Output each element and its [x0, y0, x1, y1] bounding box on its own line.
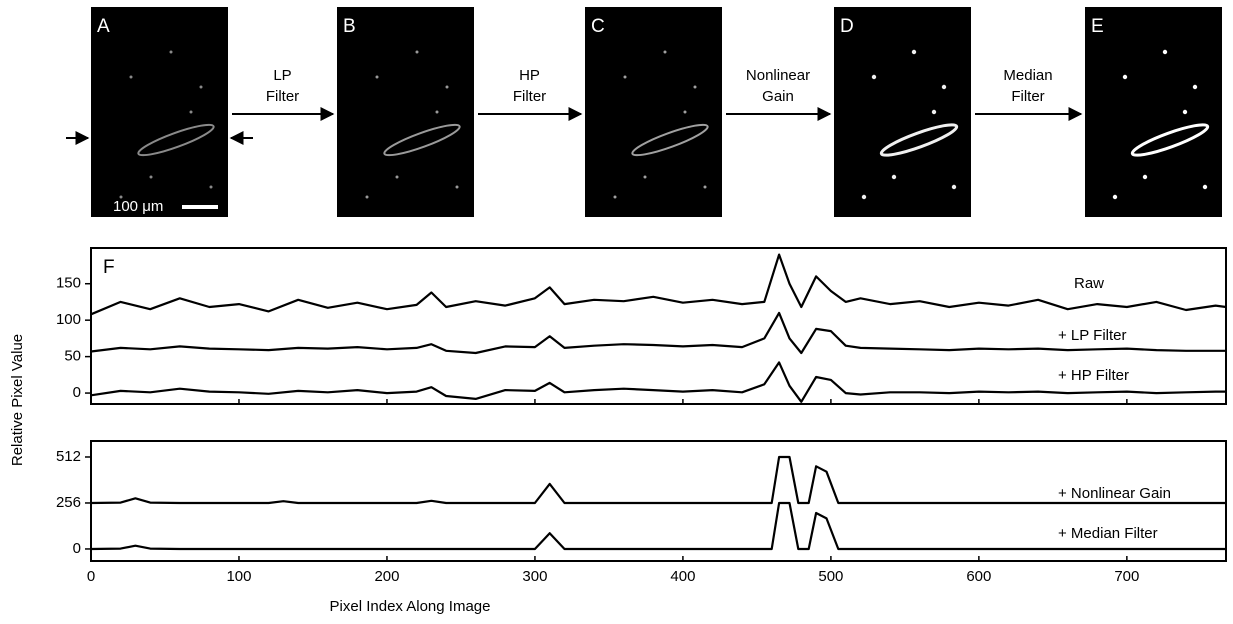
step-label: Filter [513, 88, 546, 105]
cell-spot [941, 84, 947, 90]
vessel [879, 123, 959, 157]
x-tick-label: 0 [87, 568, 95, 585]
cell-spot [951, 184, 957, 190]
cell-spot [613, 195, 617, 199]
x-tick-label: 200 [374, 568, 399, 585]
trace [90, 361, 1226, 403]
panel-label: E [1091, 16, 1104, 37]
cell-spot [891, 174, 897, 180]
cell-spot [1192, 84, 1198, 90]
y-axis-label: Relative Pixel Value [9, 334, 26, 466]
panel-label: D [840, 16, 854, 37]
trace [90, 311, 1226, 355]
trace-label: + Median Filter [1058, 525, 1158, 542]
plot-frame [90, 247, 1227, 405]
trace-label: + LP Filter [1058, 327, 1127, 344]
vessel [137, 123, 215, 157]
step-label: Filter [266, 88, 299, 105]
cell-spot [693, 85, 697, 89]
step-label: LP [273, 67, 291, 84]
image-panel [834, 7, 971, 217]
image-panel [91, 7, 228, 217]
y-tick-label: 50 [64, 348, 81, 365]
y-tick-label: 512 [56, 448, 81, 465]
cell-spot [149, 175, 153, 179]
image-panel [337, 7, 474, 217]
plot-frame [90, 440, 1227, 562]
cell-spot [623, 75, 627, 79]
y-tick-label: 0 [73, 384, 81, 401]
panel-label: F [103, 257, 115, 278]
cell-spot [643, 175, 647, 179]
vessel [1130, 123, 1210, 157]
cell-spot [199, 85, 203, 89]
step-label: Nonlinear [746, 67, 810, 84]
x-tick-label: 400 [670, 568, 695, 585]
cell-spot [1182, 109, 1188, 115]
cell-spot [1162, 49, 1168, 55]
cell-spot [1142, 174, 1148, 180]
vessel [631, 123, 709, 157]
cell-spot [683, 110, 687, 114]
cell-spot [129, 75, 133, 79]
image-panel [585, 7, 722, 217]
step-label: Median [1003, 67, 1052, 84]
step-label: Filter [1011, 88, 1044, 105]
cell-spot [395, 175, 399, 179]
y-tick-label: 256 [56, 494, 81, 511]
x-tick-label: 100 [226, 568, 251, 585]
x-axis-label: Pixel Index Along Image [330, 598, 491, 615]
cell-spot [455, 185, 459, 189]
trace-label: + HP Filter [1058, 367, 1129, 384]
panel-label: C [591, 16, 605, 37]
cell-spot [1112, 194, 1118, 200]
cell-spot [663, 50, 667, 54]
cell-spot [375, 75, 379, 79]
cell-spot [415, 50, 419, 54]
cell-spot [119, 195, 123, 199]
step-label: HP [519, 67, 540, 84]
cell-spot [445, 85, 449, 89]
x-tick-label: 600 [966, 568, 991, 585]
step-label: Gain [762, 88, 794, 105]
cell-spot [871, 74, 877, 80]
cell-spot [189, 110, 193, 114]
cell-spot [365, 195, 369, 199]
y-tick-label: 150 [56, 275, 81, 292]
cell-spot [703, 185, 707, 189]
cell-spot [931, 109, 937, 115]
cell-spot [435, 110, 439, 114]
image-panel [1085, 7, 1222, 217]
cell-spot [911, 49, 917, 55]
cell-spot [861, 194, 867, 200]
trace [90, 455, 1226, 505]
cell-spot [209, 185, 213, 189]
y-tick-label: 100 [56, 311, 81, 328]
cell-spot [1202, 184, 1208, 190]
vessel [383, 123, 461, 157]
x-tick-label: 500 [818, 568, 843, 585]
trace-label: Raw [1074, 275, 1104, 292]
trace [90, 501, 1226, 551]
panel-label: A [97, 16, 110, 37]
panel-label: B [343, 16, 356, 37]
trace [90, 253, 1227, 316]
trace-label: + Nonlinear Gain [1058, 485, 1171, 502]
y-tick-label: 0 [73, 540, 81, 557]
cell-spot [169, 50, 173, 54]
scale-bar-label: 100 μm [113, 198, 163, 215]
x-tick-label: 300 [522, 568, 547, 585]
cell-spot [1122, 74, 1128, 80]
x-tick-label: 700 [1114, 568, 1139, 585]
